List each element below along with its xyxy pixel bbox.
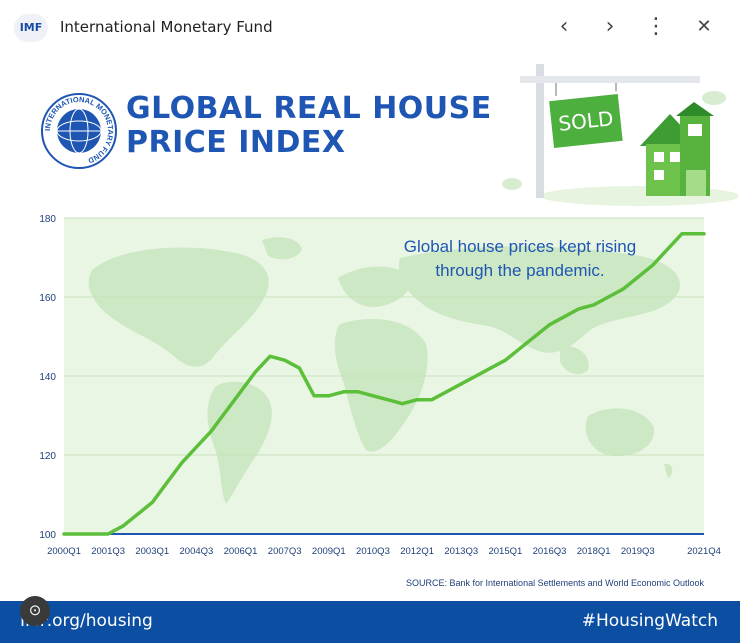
y-tick-label: 160 [39,293,56,304]
data-point [254,370,257,374]
y-tick-label: 120 [39,451,56,462]
x-tick-label: 2010Q3 [356,546,390,557]
data-point [592,303,595,307]
close-icon[interactable]: ✕ [696,16,712,37]
chart-svg: 100 120 140 160 180 2000Q1 2001Q3 2003Q1 2004Q3 2… [39,214,721,557]
x-tick-label: 2021Q4 [687,546,721,557]
data-point [327,394,331,397]
data-point [239,390,242,393]
data-point [607,295,610,299]
data-point [151,501,154,504]
data-point [92,532,95,536]
grid-layer [64,217,704,535]
title-line-1: GLOBAL REAL HOUSE [126,91,492,126]
data-point [357,390,360,393]
point-layer [62,232,706,536]
x-tick-label: 2004Q3 [180,546,214,557]
data-point [386,398,389,401]
data-point [577,307,581,311]
data-point [283,359,286,362]
data-point [121,524,125,528]
data-point [415,398,419,401]
sold-house-illustration: SOLD [502,64,738,206]
footer-url-link[interactable]: IMF.org/housing [20,611,153,631]
data-point [489,366,492,370]
data-point [621,287,625,291]
data-point [312,394,316,397]
data-point [342,390,345,393]
x-tick-label: 2003Q1 [135,546,169,557]
data-point [504,359,507,362]
data-point [702,232,706,235]
data-point [136,513,139,516]
source-note: SOURCE: Bank for International Settlemen… [406,578,704,588]
data-point [224,410,228,413]
data-point [666,248,669,251]
infographic: INTERNATIONAL MONETARY FUND GLOBAL REAL … [0,56,740,643]
data-point [180,461,183,465]
site-name[interactable]: International Monetary Fund [60,18,273,36]
data-point [165,481,169,484]
y-tick-label: 180 [39,214,56,225]
data-point [371,394,375,397]
x-tick-label: 2013Q3 [444,546,478,557]
data-point [548,323,551,326]
footer-hashtag[interactable]: #HousingWatch [581,611,718,631]
page-title: GLOBAL REAL HOUSE PRICE INDEX [126,92,492,160]
y-tick-label: 140 [39,372,56,383]
data-point [430,398,434,401]
data-point [460,382,463,386]
x-tick-label: 2015Q1 [488,546,522,557]
x-tick-label: 2001Q3 [91,546,125,557]
data-point [445,390,448,393]
top-bar: IMF International Monetary Fund ‹ › ⋮ ✕ [0,0,740,56]
data-point [298,366,301,370]
x-tick-label: 2012Q1 [400,546,434,557]
more-menu-icon[interactable]: ⋮ [645,14,667,39]
data-point [474,374,478,378]
line-chart: 100 120 140 160 180 2000Q1 2001Q3 2003Q1 2004Q3 2… [0,206,740,606]
x-tick-label: 2019Q3 [621,546,655,557]
x-tick-label: 2016Q3 [533,546,567,557]
site-badge: IMF [14,14,48,42]
imf-seal-logo: INTERNATIONAL MONETARY FUND [41,93,117,169]
data-point [195,445,198,449]
annotation-line-1: Global house prices kept rising [404,237,636,256]
lens-search-icon[interactable]: ⊙ [20,596,50,626]
data-point [62,532,66,536]
data-point [209,430,213,433]
back-button[interactable]: ‹ [559,14,569,39]
data-point [563,315,566,318]
axis-layer: 100 120 140 160 180 2000Q1 2001Q3 2003Q1 2004Q3 2… [39,214,721,557]
title-line-2: PRICE INDEX [126,125,346,160]
data-point [636,276,639,279]
data-point [518,347,522,350]
x-tick-label: 2009Q1 [312,546,346,557]
sold-sign-text: SOLD [557,106,614,136]
x-tick-label: 2006Q1 [224,546,258,557]
y-tick-label: 100 [39,530,56,541]
x-tick-label: 2000Q1 [47,546,81,557]
data-point [533,335,537,338]
data-point [106,532,110,536]
forward-button[interactable]: › [605,14,615,39]
x-tick-label: 2018Q1 [577,546,611,557]
x-tick-label: 2007Q3 [268,546,302,557]
data-point [680,232,684,235]
data-point [401,402,404,405]
annotation-line-2: through the pandemic. [435,261,604,280]
data-point [651,264,654,267]
data-point [268,355,272,358]
footer-bar: IMF.org/housing #HousingWatch [0,601,740,643]
